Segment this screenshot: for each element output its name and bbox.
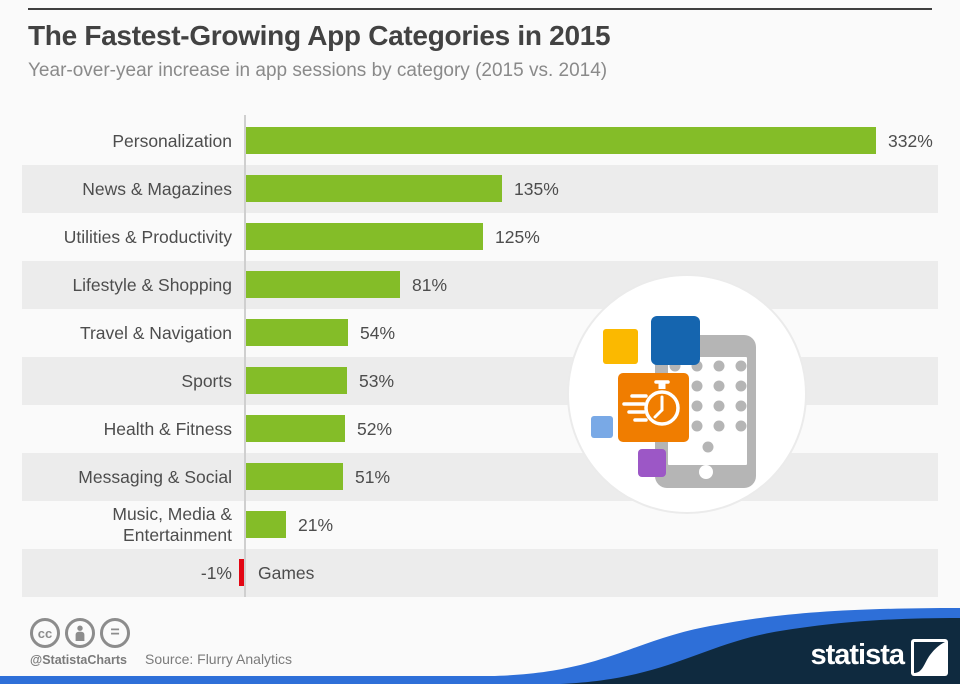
app-square-blue-icon — [651, 316, 700, 365]
category-label: Sports — [181, 370, 232, 391]
home-button — [699, 465, 713, 479]
statista-logo-text: statista — [810, 639, 905, 671]
top-rule — [28, 8, 932, 10]
bar — [246, 511, 286, 538]
wave-navy — [560, 618, 960, 684]
chart-row: News & Magazines 135% — [0, 165, 960, 213]
category-label: News & Magazines — [82, 178, 232, 199]
chart-row: Health & Fitness 52% — [0, 405, 960, 453]
apps-illustration — [567, 274, 807, 514]
category-label: Health & Fitness — [103, 418, 232, 439]
bar — [246, 319, 348, 346]
bar — [246, 463, 343, 490]
value-label: 21% — [298, 515, 334, 535]
value-label: 53% — [359, 371, 395, 391]
value-label: 135% — [514, 179, 559, 199]
app-square-purple-icon — [638, 449, 666, 477]
bar — [246, 223, 483, 250]
bar — [246, 175, 502, 202]
bar — [246, 367, 347, 394]
category-label: Lifestyle & Shopping — [72, 274, 232, 295]
negative-bar — [239, 559, 244, 586]
statista-logo-mark — [911, 639, 948, 676]
category-label: Utilities & Productivity — [63, 226, 232, 247]
chart-row: Personalization 332% — [0, 117, 960, 165]
speed-lines — [622, 394, 648, 422]
chart-row: Utilities & Productivity 125% — [0, 213, 960, 261]
bar — [246, 127, 876, 154]
attribution-icon — [65, 618, 95, 648]
category-label: Personalization — [112, 130, 232, 151]
chart-subtitle: Year-over-year increase in app sessions … — [28, 60, 608, 81]
value-label: 332% — [888, 131, 933, 151]
stopwatch-icon — [618, 373, 689, 442]
equals-icon: = — [100, 618, 130, 648]
value-label: 125% — [495, 227, 540, 247]
footer-wave — [0, 608, 960, 684]
source-text: Source: Flurry Analytics — [145, 651, 293, 667]
bar — [246, 271, 400, 298]
chart-row: Music, Media & Entertainment 21% — [0, 501, 960, 549]
baseline-axis — [244, 115, 246, 597]
chart-row: Messaging & Social 51% — [0, 453, 960, 501]
bar — [246, 415, 345, 442]
chart-row: -1% Games — [0, 549, 960, 597]
cc-icon: cc — [30, 618, 60, 648]
category-label: Messaging & Social — [78, 466, 232, 487]
app-square-lightblue-icon — [591, 416, 613, 438]
statista-handle: @StatistaCharts — [30, 653, 127, 667]
chart-row: Sports 53% — [0, 357, 960, 405]
category-label: Travel & Navigation — [79, 322, 232, 343]
value-label: 52% — [357, 419, 393, 439]
value-label: -1% — [200, 562, 232, 583]
category-label: Music, Media & Entertainment — [112, 504, 232, 545]
value-label: 81% — [412, 275, 448, 295]
chart-title: The Fastest-Growing App Categories in 20… — [28, 20, 611, 51]
app-square-yellow-icon — [603, 329, 638, 364]
value-label: 51% — [355, 467, 391, 487]
value-label: 54% — [360, 323, 396, 343]
chart-row: Travel & Navigation 54% — [0, 309, 960, 357]
bar-chart: Personalization 332% News & Magazines 135% U… — [0, 117, 960, 597]
chart-row: Lifestyle & Shopping 81% — [0, 261, 960, 309]
category-label: Games — [258, 563, 315, 583]
license-icons: cc = — [30, 618, 135, 648]
